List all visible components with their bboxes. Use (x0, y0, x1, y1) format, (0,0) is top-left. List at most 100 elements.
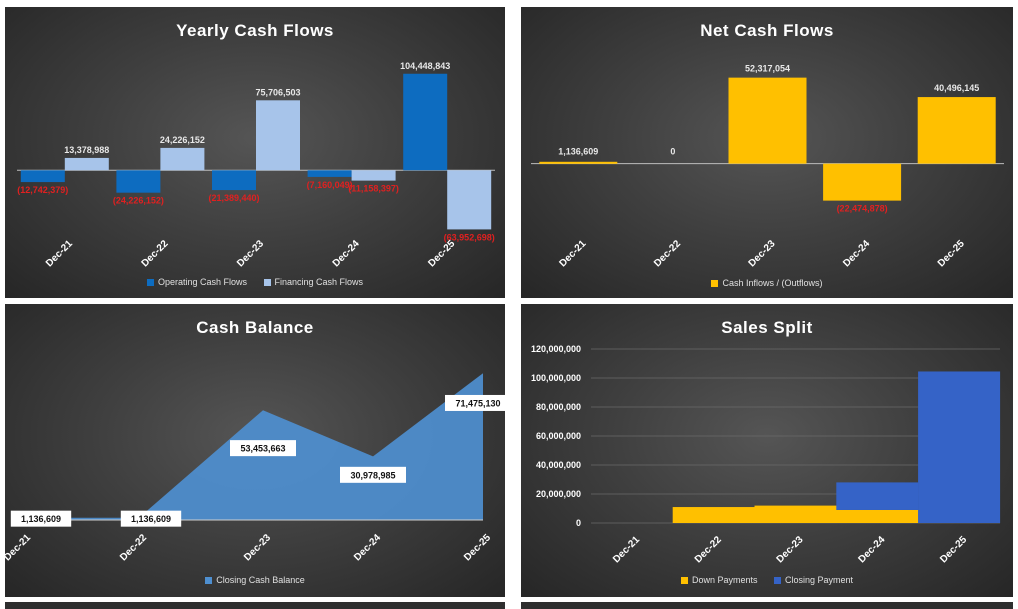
sales-split-chart: 0 20,000,000 40,000,000 60,000,000 80,000,00… (521, 304, 1013, 597)
sales-split-panel: 0 20,000,000 40,000,000 60,000,000 80,000,00… (521, 304, 1013, 597)
chart-title: Sales Split (521, 318, 1013, 338)
x-tick-label: Dec-22 (140, 238, 171, 269)
data-label: (7,160,049) (307, 180, 353, 190)
legend-label: Closing Payment (785, 575, 853, 585)
legend-label: Down Payments (692, 575, 758, 585)
legend-swatch (264, 279, 271, 286)
y-tick-label: 40,000,000 (536, 460, 581, 470)
bar (352, 170, 396, 180)
bar (256, 100, 300, 170)
x-tick-label: Dec-25 (936, 238, 967, 269)
data-label: 104,448,843 (400, 61, 450, 71)
bar (212, 170, 256, 190)
legend-label: Operating Cash Flows (158, 277, 247, 287)
x-tick-label: Dec-25 (426, 238, 457, 269)
legend-label: Closing Cash Balance (216, 575, 305, 585)
chart-title: Yearly Cash Flows (5, 21, 505, 41)
data-label: 71,475,130 (455, 398, 500, 408)
net-cash-flows-panel: 1,136,609 Dec-21 0 Dec-22 52,317,054 Dec-23 (2… (521, 7, 1013, 298)
next-panel-edge-right (521, 602, 1013, 609)
chart-title: Cash Balance (5, 318, 505, 338)
bar (918, 97, 996, 164)
data-label: 1,136,609 (21, 514, 61, 524)
chart-legend: Cash Inflows / (Outflows) (521, 278, 1013, 288)
bar (539, 162, 617, 164)
cash-balance-panel: 1,136,609 1,136,609 53,453,663 30,978,985 71… (5, 304, 505, 597)
y-tick-label: 120,000,000 (531, 344, 581, 354)
bar (836, 482, 918, 510)
data-label: (12,742,379) (17, 185, 68, 195)
data-label: 0 (670, 147, 675, 157)
bar (403, 74, 447, 171)
x-tick-label: Dec-22 (652, 238, 683, 269)
bar (823, 164, 901, 201)
y-tick-label: 0 (576, 518, 581, 528)
y-tick-label: 100,000,000 (531, 373, 581, 383)
chart-legend: Closing Cash Balance (5, 575, 505, 585)
legend-swatch (711, 280, 718, 287)
x-tick-label: Dec-22 (693, 534, 724, 565)
x-tick-label: Dec-23 (235, 238, 266, 269)
data-label: (21,389,440) (208, 193, 259, 203)
data-label: 52,317,054 (745, 64, 790, 74)
x-tick-label: Dec-24 (841, 238, 872, 269)
chart-title: Net Cash Flows (521, 21, 1013, 41)
bar (116, 170, 160, 192)
x-tick-label: Dec-23 (747, 238, 778, 269)
data-label: 1,136,609 (558, 147, 598, 157)
legend-item-cash-inflows: Cash Inflows / (Outflows) (711, 278, 822, 288)
x-tick-label: Dec-21 (5, 532, 33, 563)
data-label: 40,496,145 (934, 83, 979, 93)
data-label: (24,226,152) (113, 196, 164, 206)
x-tick-label: Dec-21 (611, 534, 642, 565)
data-label: 1,136,609 (131, 514, 171, 524)
bar (755, 506, 837, 523)
data-label: 75,706,503 (255, 87, 300, 97)
bar (160, 148, 204, 170)
data-label: (11,158,397) (348, 184, 399, 194)
bar (836, 510, 918, 523)
legend-label: Cash Inflows / (Outflows) (722, 278, 822, 288)
y-tick-label: 80,000,000 (536, 402, 581, 412)
bar (308, 170, 352, 177)
data-label: 13,378,988 (64, 145, 109, 155)
legend-swatch (681, 577, 688, 584)
data-label: 30,978,985 (350, 470, 395, 480)
legend-swatch (774, 577, 781, 584)
y-tick-label: 20,000,000 (536, 489, 581, 499)
x-tick-label: Dec-22 (118, 532, 149, 563)
x-tick-label: Dec-24 (856, 534, 887, 565)
y-tick-label: 60,000,000 (536, 431, 581, 441)
x-tick-label: Dec-23 (775, 534, 806, 565)
bar (21, 170, 65, 182)
data-label: 53,453,663 (240, 444, 285, 454)
x-tick-label: Dec-23 (242, 532, 273, 563)
bar (447, 170, 491, 229)
x-tick-label: Dec-25 (938, 534, 969, 565)
legend-label: Financing Cash Flows (275, 277, 364, 287)
x-tick-label: Dec-24 (331, 238, 362, 269)
bar (918, 371, 1000, 523)
legend-item-closing-payment: Closing Payment (774, 575, 853, 585)
legend-swatch (147, 279, 154, 286)
x-tick-label: Dec-25 (462, 532, 493, 563)
data-label: (22,474,878) (837, 204, 888, 214)
bar (65, 158, 109, 170)
cash-balance-chart: 1,136,609 1,136,609 53,453,663 30,978,985 71… (5, 304, 505, 597)
legend-item-financing: Financing Cash Flows (264, 277, 364, 287)
x-tick-label: Dec-24 (352, 532, 383, 563)
chart-legend: Operating Cash Flows Financing Cash Flow… (5, 277, 505, 287)
x-tick-label: Dec-21 (557, 238, 588, 269)
legend-swatch (205, 577, 212, 584)
bar (673, 507, 755, 523)
legend-item-down-payments: Down Payments (681, 575, 758, 585)
chart-legend: Down Payments Closing Payment (521, 575, 1013, 585)
net-cash-flows-chart: 1,136,609 Dec-21 0 Dec-22 52,317,054 Dec-23 (2… (521, 7, 1013, 298)
data-label: 24,226,152 (160, 135, 205, 145)
yearly-cash-flows-panel: (12,742,379) 13,378,988 Dec-21 (24,226,152)… (5, 7, 505, 298)
yearly-cash-flows-chart: (12,742,379) 13,378,988 Dec-21 (24,226,152)… (5, 7, 505, 298)
legend-item-operating: Operating Cash Flows (147, 277, 247, 287)
legend-item-closing-balance: Closing Cash Balance (205, 575, 305, 585)
next-panel-edge-left (5, 602, 505, 609)
x-tick-label: Dec-21 (44, 238, 75, 269)
